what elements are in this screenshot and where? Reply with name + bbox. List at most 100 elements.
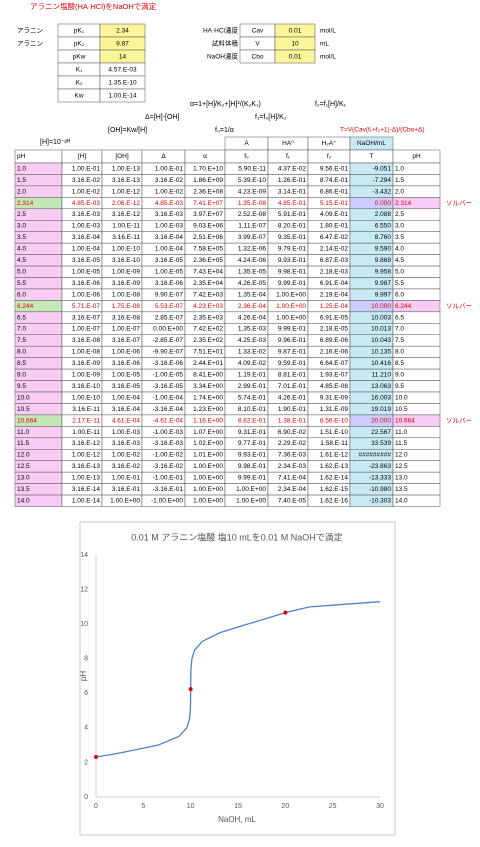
table-cell: 9.77.E-01 [238,440,267,447]
table-cell: 2.36.E+08 [193,188,223,195]
table-cell: 4.09.E-02 [238,360,267,367]
table-cell: 1.25.E-04 [320,303,349,310]
table-cell: 1.5 [395,177,404,184]
table-cell: 10.416 [371,360,391,367]
table-cell: 1.23.E+00 [193,406,223,413]
solver-label: ソルバー [446,199,472,207]
table-cell: 1.75.E-08 [112,303,141,310]
table-cell: 7.5 [395,337,404,344]
table-cell: 1.00.E+00 [193,463,223,470]
table-cell: 9.96.E-01 [278,337,307,344]
param-text: 10 [291,41,299,48]
table-cell: 4.85.E-08 [320,383,349,390]
table-cell: 7.40.E-05 [278,497,307,504]
table-cell: 3.16.E-08 [72,337,101,344]
table-cell: 1.19.E-01 [238,372,267,379]
column-header: pH [17,153,26,160]
table-cell: 3.16.E-07 [112,337,141,344]
table-cell: 2.0 [17,188,26,195]
table-cell: 2.17.E-11 [72,417,100,424]
column-group: H₂A⁺ [322,140,337,147]
table-cell: 8.10.E-01 [238,406,267,413]
table-cell: 1.00.E-11 [72,429,100,436]
table-cell: 1.51.E-10 [320,429,349,436]
table-cell: 6.91.E-04 [320,280,349,287]
chart-title: 0.01 M アラニン塩酸 塩10 mLを0.01 M NaOHで滴定 [131,531,343,542]
param-text: mol/L [320,54,336,61]
table-cell: 9.31.E-09 [320,394,349,401]
solver-label: ソルバー [446,416,472,424]
formula: [OH]=Kw/[H] [108,127,147,134]
param-text: 0.01 [289,28,302,35]
table-cell: 4.25.E-03 [238,337,267,344]
table-cell: 6.5 [17,314,26,321]
table-cell: 13.0 [395,475,408,482]
table-cell: 1.00.E-14 [72,497,101,504]
table-cell: -1.00.E-01 [153,475,184,482]
table-cell: 16.003 [371,394,391,401]
table-cell: 1.62.E-14 [320,475,349,482]
table-cell: 11.0 [395,429,408,436]
table-cell: 20.000 [371,417,391,424]
param-text: V [255,41,260,48]
table-cell: 4.23.E-09 [238,188,267,195]
table-cell: 5.74.E-01 [238,394,267,401]
table-cell: 9.93.E-01 [278,257,307,264]
titration-curve [95,601,381,758]
table-cell: 2.44.E+01 [193,360,223,367]
table-cell: 4.0 [17,246,26,253]
table-cell: 3.16.E-13 [112,177,141,184]
column-header: T [370,153,374,160]
table-cell: 4.85.E-03 [155,200,184,207]
table-cell: 3.16.E-08 [112,314,141,321]
table-cell: 2.088 [375,211,392,218]
table-cell: 2.5 [17,211,26,218]
table-cell: 2.5 [395,211,404,218]
table-cell: 9.99.E-01 [238,475,267,482]
table-cell: 6.64.E-07 [320,360,349,367]
table-cell: 3.16.E-09 [72,360,101,367]
table-cell: -3.16.E-05 [153,383,184,390]
table-cell: 4.5 [395,257,404,264]
column-header: α [203,153,207,160]
table-cell: 5.0 [395,268,404,275]
table-cell: 1.00.E-12 [72,452,101,459]
table-cell: 1.62.E-15 [320,486,349,493]
table-cell: 7.0 [17,326,26,333]
table-cell: 7.0 [395,326,404,333]
table-cell: 3.16.E-03 [155,211,184,218]
table-cell: 1.00.E+00 [110,497,140,504]
table-cell: 9.90.E-07 [155,291,184,298]
table-cell: -1.00.E-02 [153,452,184,459]
table-cell: 3.16.E-02 [155,177,184,184]
table-cell: 9.31.E-01 [238,429,267,436]
table-cell: 6.0 [17,291,26,298]
table-cell: 1.00.E-07 [112,326,141,333]
param-text: pK₂ [74,41,85,48]
table-cell: 4.37.E-02 [278,165,307,172]
x-tick-label: 0 [94,803,98,810]
table-cell: 8.0 [17,349,26,356]
table-cell: -2.85.E-07 [153,337,184,344]
table-cell: -10.980 [369,486,391,493]
table-cell: 1.35.E-04 [238,291,267,298]
table-cell: 12.5 [17,463,30,470]
equivalence-point [188,687,193,692]
table-cell: 3.16.E-04 [72,234,101,241]
table-cell: 10.013 [371,326,391,333]
table-cell: 1.00.E-10 [112,246,141,253]
table-cell: 8.74.E-01 [320,177,349,184]
y-tick-label: 2 [84,759,88,766]
table-cell: 2.314 [395,200,412,207]
table-cell: 6.90.E-02 [278,429,307,436]
y-tick-label: 10 [80,621,88,628]
table-cell: 4.23.E+03 [193,303,223,310]
y-tick-label: 6 [84,690,88,697]
table-cell: 2.29.E-02 [278,440,307,447]
table-cell: 1.00.E-08 [72,349,101,356]
table-cell: 1.00.E-03 [72,223,101,230]
table-cell: 22.567 [371,429,391,436]
table-cell: 12.0 [17,452,30,459]
y-tick-label: 12 [80,586,88,593]
